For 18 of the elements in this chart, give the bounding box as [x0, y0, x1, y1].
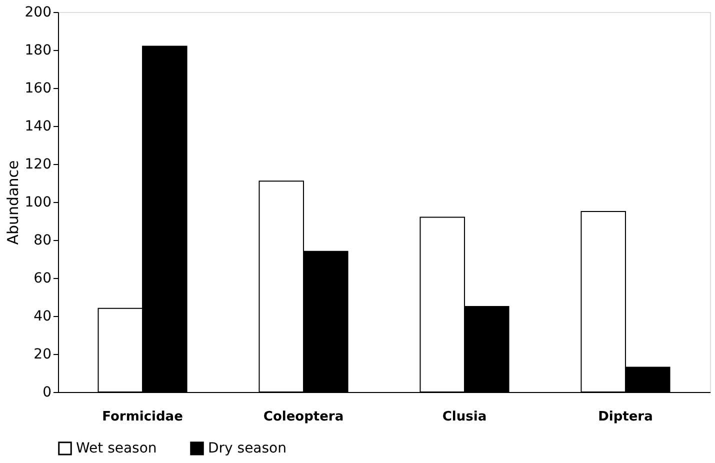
- y-tick-label: 60: [34, 270, 52, 286]
- x-tick-label: Coleoptera: [263, 410, 344, 424]
- y-tick-label: 0: [42, 384, 52, 400]
- legend-label: Wet season: [76, 440, 157, 456]
- legend-label: Dry season: [208, 440, 286, 456]
- y-tick-label: 80: [34, 232, 52, 248]
- x-tick-label: Formicidae: [102, 410, 184, 424]
- x-tick-label: Clusia: [442, 410, 487, 424]
- x-tick-label: Diptera: [598, 410, 653, 424]
- y-axis-title: Abundance: [4, 160, 22, 245]
- y-tick-label: 100: [24, 194, 52, 210]
- y-tick-label: 20: [34, 346, 52, 362]
- y-tick-label: 180: [24, 42, 52, 58]
- y-tick-label: 120: [24, 156, 52, 172]
- y-tick-label: 160: [24, 80, 52, 96]
- y-tick-label: 200: [24, 4, 52, 20]
- y-tick-label: 40: [34, 308, 52, 324]
- y-tick-label: 140: [24, 118, 52, 134]
